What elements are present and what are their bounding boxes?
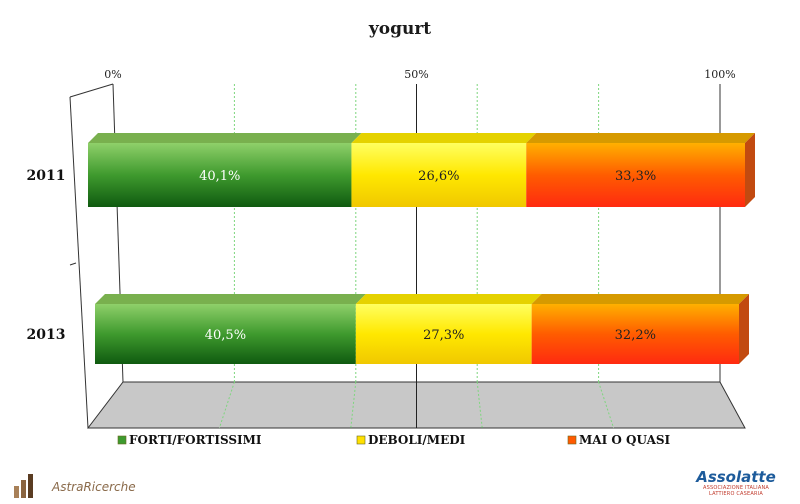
bar-segment-top [88,133,362,143]
minor-gridline-floor [598,381,615,429]
bar-data-label: 32,2% [615,328,656,343]
category-labels: 2011 2013 [27,168,66,343]
bar-segment [531,304,739,364]
legend-label: FORTI/FORTISSIMI [129,433,262,447]
legend-swatch [117,435,127,445]
bar-end-cap [745,133,755,207]
bar-segment [95,304,356,364]
axis-tick-label: 100% [704,68,735,81]
bar-end-cap [739,294,749,364]
bar-data-label: 33,3% [615,169,656,184]
bar-segment-top [95,294,366,304]
assolatte-logo-sub-2: LATTIERO CASEARIA [708,491,764,497]
astraricerche-logo: AstraRicerche [10,468,150,500]
category-label: 2011 [27,168,66,184]
side-wall-edge [69,96,89,429]
axis-ticks: 0% 50% 100% [104,68,735,81]
bar-segment [351,143,527,207]
assolatte-logo: Assolatte ASSOCIAZIONE ITALIANA LATTIERO… [682,468,790,498]
year-divider-tick [69,262,77,266]
bar-segment [526,143,745,207]
category-label: 2013 [27,327,66,343]
bar-segment-top [526,133,755,143]
bar-segment-top [355,294,542,304]
bar-segment [355,304,532,364]
bar-data-label: 26,6% [418,169,459,184]
assolatte-logo-name: Assolatte [696,468,776,486]
axis-tick-label: 0% [104,68,121,81]
legend-label: DEBOLI/MEDI [368,433,466,447]
legend: FORTI/FORTISSIMI DEBOLI/MEDI MAI O QUASI [117,433,671,447]
logo-bars-icon [14,474,33,498]
bar-data-label: 40,5% [205,328,246,343]
bar-segment [88,143,352,207]
bars: 40,1% 26,6% 33,3% 40,5% 27,3% 32,2% [88,133,755,364]
legend-swatch [567,435,577,445]
astraricerche-logo-text: AstraRicerche [52,480,136,494]
side-wall-top [69,83,114,98]
bar-segment-top [351,133,537,143]
legend-swatch [356,435,366,445]
assolatte-logo-sub-1: ASSOCIAZIONE ITALIANA [702,485,770,491]
minor-gridline-floor [218,381,235,429]
bar-data-label: 27,3% [423,328,464,343]
axis-tick-label: 50% [404,68,428,81]
bar-segment-top [531,294,749,304]
bar-data-label: 40,1% [199,169,240,184]
chart-title: yogurt [368,19,431,39]
legend-label: MAI O QUASI [579,433,671,447]
